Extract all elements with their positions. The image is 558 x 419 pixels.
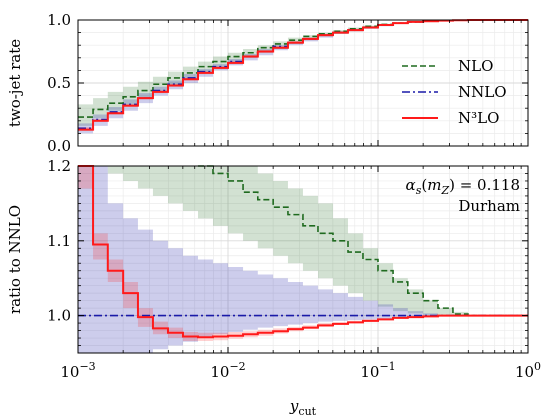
bottom-bands: [78, 166, 528, 353]
top-y-axis-label: two-jet rate: [6, 39, 24, 127]
x-tick-label: 10−3: [60, 360, 95, 381]
y-tick-label: 0.5: [47, 74, 71, 92]
band-dashdot: [78, 166, 528, 353]
bottom-panel: 1.01.11.2 10−3 10−2 10−1 100 ratio to NNLO …: [6, 157, 541, 418]
series-line-solid: [78, 19, 528, 131]
y-tick-label: 0.0: [47, 137, 71, 155]
x-tick-label: 100: [515, 360, 541, 381]
top-yticks: 0.0 0.5 1.0: [47, 11, 528, 155]
legend-label: NLO: [458, 57, 493, 75]
legend-label: NNLO: [458, 83, 507, 101]
bottom-y-axis-label: ratio to NNLO: [6, 205, 24, 314]
bottom-lines: [78, 165, 528, 339]
band-dashed: [78, 166, 528, 316]
y-tick-label: 1.0: [47, 307, 71, 325]
top-panel: 0.0 0.5 1.0 two-jet rate NLO NNLO N³LO: [6, 11, 529, 155]
x-tick-label: 10−2: [210, 360, 245, 381]
series-line-solid: [78, 165, 528, 339]
y-tick-label: 1.1: [47, 232, 71, 250]
plot-frame: [77, 165, 529, 354]
x-axis-label-text: ycut: [289, 397, 317, 418]
bottom-yticks: 1.0 1.1 1.2: [47, 157, 528, 325]
y-tick-label: 1.2: [47, 157, 71, 175]
band-dashed: [78, 20, 528, 126]
annotation-algorithm: Durham: [458, 197, 520, 215]
series-line-dashed: [198, 165, 528, 317]
top-lines: [78, 19, 528, 131]
bottom-frame: [77, 165, 529, 354]
x-axis-label: ycut: [289, 397, 317, 418]
legend: NLO NNLO N³LO: [402, 57, 507, 127]
bottom-xticks: 10−3 10−2 10−1 100: [60, 360, 541, 381]
x-tick-label: 10−1: [360, 360, 395, 381]
y-tick-label: 1.0: [47, 11, 71, 29]
annotation-alpha: αs(mZ) = 0.118: [406, 176, 520, 197]
top-bands: [78, 20, 528, 134]
legend-label: N³LO: [458, 109, 499, 127]
